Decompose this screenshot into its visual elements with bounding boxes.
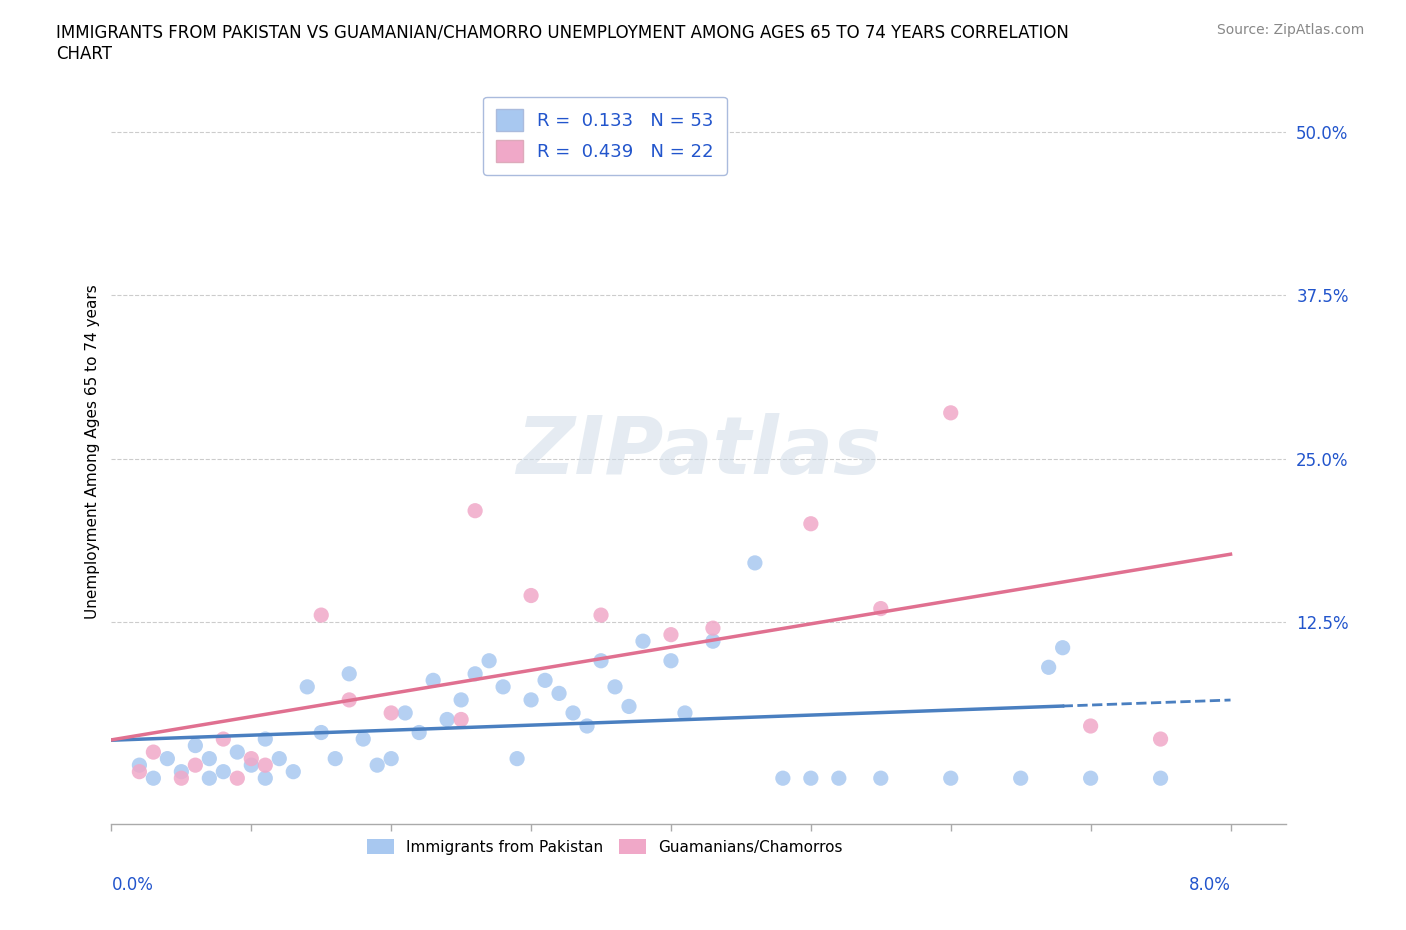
Point: [156, 751, 179, 766]
Point: [394, 706, 416, 721]
Point: [673, 706, 696, 721]
Point: [269, 751, 291, 766]
Point: [702, 620, 724, 635]
Point: [380, 706, 402, 721]
Point: [212, 732, 235, 747]
Text: Source: ZipAtlas.com: Source: ZipAtlas.com: [1216, 23, 1364, 37]
Point: [337, 693, 360, 708]
Text: 0.0%: 0.0%: [111, 876, 153, 894]
Point: [128, 764, 150, 779]
Point: [1149, 732, 1171, 747]
Point: [1149, 771, 1171, 786]
Point: [380, 751, 402, 766]
Point: [212, 764, 235, 779]
Point: [309, 725, 332, 740]
Point: [548, 686, 571, 701]
Point: [800, 516, 823, 531]
Point: [828, 771, 851, 786]
Text: ZIPatlas: ZIPatlas: [516, 413, 882, 491]
Point: [128, 758, 150, 773]
Text: IMMIGRANTS FROM PAKISTAN VS GUAMANIAN/CHAMORRO UNEMPLOYMENT AMONG AGES 65 TO 74 : IMMIGRANTS FROM PAKISTAN VS GUAMANIAN/CH…: [56, 23, 1069, 41]
Y-axis label: Unemployment Among Ages 65 to 74 years: Unemployment Among Ages 65 to 74 years: [86, 285, 100, 619]
Point: [309, 607, 332, 622]
Point: [772, 771, 794, 786]
Point: [1052, 640, 1074, 655]
Point: [869, 771, 891, 786]
Point: [226, 771, 249, 786]
Point: [464, 667, 486, 682]
Point: [297, 680, 319, 695]
Point: [450, 712, 472, 727]
Point: [589, 653, 612, 668]
Point: [800, 771, 823, 786]
Point: [939, 405, 962, 420]
Point: [702, 633, 724, 648]
Point: [240, 758, 263, 773]
Legend: Immigrants from Pakistan, Guamanians/Chamorros: Immigrants from Pakistan, Guamanians/Cha…: [361, 832, 849, 861]
Text: 8.0%: 8.0%: [1188, 876, 1230, 894]
Point: [603, 680, 626, 695]
Point: [283, 764, 305, 779]
Point: [659, 653, 682, 668]
Point: [617, 699, 640, 714]
Point: [226, 745, 249, 760]
Point: [198, 771, 221, 786]
Point: [337, 667, 360, 682]
Point: [170, 764, 193, 779]
Point: [576, 719, 599, 734]
Point: [534, 673, 557, 688]
Point: [492, 680, 515, 695]
Point: [478, 653, 501, 668]
Point: [436, 712, 458, 727]
Point: [1010, 771, 1032, 786]
Point: [520, 693, 543, 708]
Point: [352, 732, 374, 747]
Point: [869, 601, 891, 616]
Point: [170, 771, 193, 786]
Point: [506, 751, 529, 766]
Text: CHART: CHART: [56, 45, 112, 62]
Point: [254, 771, 277, 786]
Point: [184, 738, 207, 753]
Point: [450, 693, 472, 708]
Point: [240, 751, 263, 766]
Point: [422, 673, 444, 688]
Point: [142, 771, 165, 786]
Point: [520, 588, 543, 603]
Point: [1080, 719, 1102, 734]
Point: [366, 758, 388, 773]
Point: [464, 503, 486, 518]
Point: [744, 555, 766, 570]
Point: [1038, 660, 1060, 675]
Point: [254, 758, 277, 773]
Point: [589, 607, 612, 622]
Point: [939, 771, 962, 786]
Point: [1080, 771, 1102, 786]
Point: [254, 732, 277, 747]
Point: [408, 725, 430, 740]
Point: [198, 751, 221, 766]
Point: [323, 751, 346, 766]
Point: [631, 633, 654, 648]
Point: [142, 745, 165, 760]
Point: [562, 706, 585, 721]
Point: [659, 627, 682, 642]
Point: [184, 758, 207, 773]
